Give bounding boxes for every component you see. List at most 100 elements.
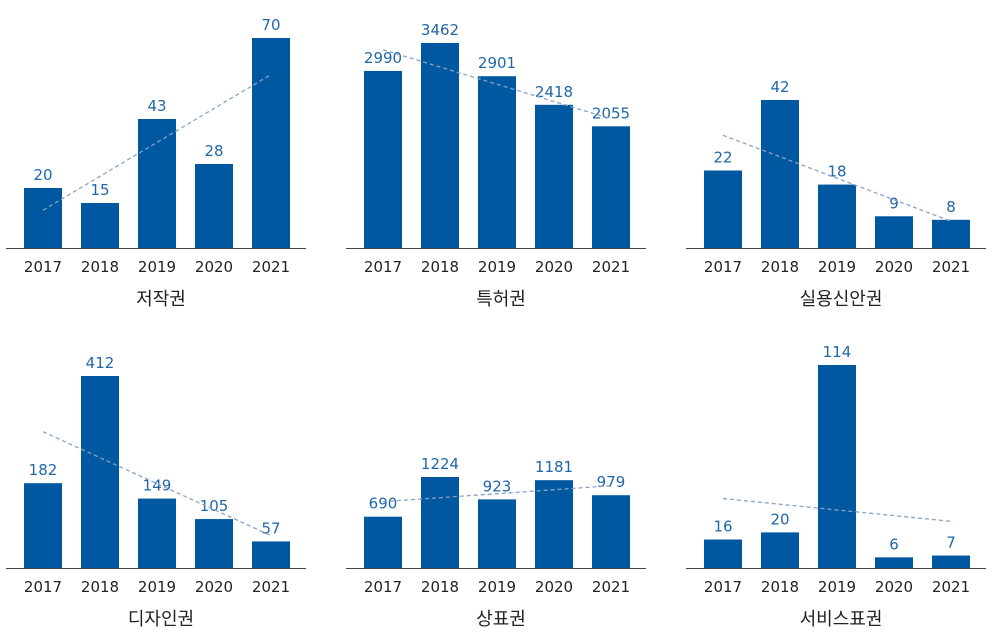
- chart-3-bar-2020: [875, 216, 913, 248]
- chart-3-value-label-2021: 8: [946, 198, 956, 216]
- chart-2-value-label-2017: 2990: [364, 49, 402, 67]
- chart-1-bar-2017: [24, 188, 62, 248]
- chart-5-bar-2020: [535, 480, 573, 568]
- chart-1-bar-2020: [195, 164, 233, 248]
- chart-6-bar-2018: [761, 532, 799, 568]
- chart-5-value-label-2018: 1224: [421, 455, 459, 473]
- chart-1-tick-label-2017: 2017: [24, 258, 62, 276]
- chart-5-tick-label-2019: 2019: [478, 578, 516, 596]
- chart-6-value-label-2020: 6: [889, 535, 899, 553]
- chart-2-title: 특허권: [476, 289, 526, 310]
- chart-3-value-label-2018: 42: [770, 78, 789, 96]
- chart-3-value-label-2020: 9: [889, 194, 899, 212]
- chart-6-tick-label-2020: 2020: [875, 578, 913, 596]
- chart-6-value-label-2018: 20: [770, 510, 789, 528]
- chart-4-tick-label-2018: 2018: [81, 578, 119, 596]
- chart-2-value-label-2021: 2055: [592, 104, 630, 122]
- chart-5-tick-label-2021: 2021: [592, 578, 630, 596]
- chart-2-bar-2021: [592, 126, 630, 248]
- chart-5-value-label-2019: 923: [483, 477, 512, 495]
- chart-5-value-label-2017: 690: [369, 495, 398, 513]
- chart-5-value-label-2021: 979: [597, 473, 626, 491]
- chart-4-tick-label-2019: 2019: [138, 578, 176, 596]
- chart-3-tick-label-2019: 2019: [818, 258, 856, 276]
- chart-5-bar-2017: [364, 516, 402, 568]
- chart-4-value-label-2020: 105: [200, 497, 229, 515]
- chart-1-bar-2019: [138, 119, 176, 248]
- chart-6-bar-2020: [875, 557, 913, 568]
- chart-3-title: 실용신안권: [800, 289, 883, 310]
- chart-4-value-label-2021: 57: [261, 519, 280, 537]
- chart-5-title: 상표권: [476, 609, 526, 630]
- chart-5-bar-2019: [478, 499, 516, 568]
- chart-2-bar-2017: [364, 70, 402, 249]
- chart-2-tick-label-2018: 2018: [421, 258, 459, 276]
- chart-3-tick-label-2018: 2018: [761, 258, 799, 276]
- chart-5-bar-2021: [592, 495, 630, 568]
- chart-4-bar-2018: [81, 376, 119, 568]
- chart-2-bar-2019: [478, 76, 516, 248]
- chart-6-trendline: [722, 497, 952, 522]
- chart-5-tick-label-2018: 2018: [421, 578, 459, 596]
- chart-4-tick-label-2017: 2017: [24, 578, 62, 596]
- chart-4-title: 디자인권: [128, 609, 194, 630]
- chart-5-trendline: [382, 485, 612, 503]
- chart-2-value-label-2019: 2901: [478, 54, 516, 72]
- chart-3-trendline: [722, 134, 952, 222]
- chart-1-value-label-2019: 43: [147, 97, 166, 115]
- chart-5-tick-label-2017: 2017: [364, 578, 402, 596]
- chart-6-tick-label-2017: 2017: [704, 578, 742, 596]
- chart-3-value-label-2019: 18: [827, 163, 846, 181]
- chart-2-value-label-2020: 2418: [535, 83, 573, 101]
- chart-6-bar-2017: [704, 539, 742, 568]
- chart-1-trendline: [42, 74, 272, 211]
- chart-1-tick-label-2019: 2019: [138, 258, 176, 276]
- chart-6-value-label-2019: 114: [823, 343, 852, 361]
- chart-4-tick-label-2020: 2020: [195, 578, 233, 596]
- chart-6-bar-2021: [932, 555, 970, 568]
- chart-2-value-label-2018: 3462: [421, 21, 459, 39]
- chart-6-tick-label-2019: 2019: [818, 578, 856, 596]
- chart-4-value-label-2018: 412: [86, 354, 115, 372]
- chart-1-value-label-2020: 28: [204, 142, 223, 160]
- chart-1-tick-label-2018: 2018: [81, 258, 119, 276]
- chart-2-tick-label-2020: 2020: [535, 258, 573, 276]
- chart-4-bar-2017: [24, 483, 62, 568]
- chart-4-bar-2021: [252, 541, 290, 568]
- chart-4-bar-2019: [138, 498, 176, 568]
- chart-6-bar-2019: [818, 365, 856, 568]
- chart-3-bar-2019: [818, 184, 856, 248]
- chart-3-bar-2021: [932, 219, 970, 248]
- chart-3-value-label-2017: 22: [713, 148, 732, 166]
- chart-6-value-label-2017: 16: [713, 518, 732, 536]
- chart-4-value-label-2019: 149: [143, 477, 172, 495]
- chart-1-value-label-2021: 70: [261, 16, 280, 34]
- chart-6-tick-label-2018: 2018: [761, 578, 799, 596]
- chart-3-tick-label-2021: 2021: [932, 258, 970, 276]
- chart-5-bar-2018: [421, 477, 459, 568]
- chart-4-value-label-2017: 182: [29, 461, 58, 479]
- chart-6-value-label-2021: 7: [946, 534, 956, 552]
- chart-3-tick-label-2017: 2017: [704, 258, 742, 276]
- chart-2-trendline: [382, 49, 612, 120]
- chart-6-tick-label-2021: 2021: [932, 578, 970, 596]
- chart-6-title: 서비스표권: [800, 609, 883, 630]
- chart-1-tick-label-2021: 2021: [252, 258, 290, 276]
- chart-3-tick-label-2020: 2020: [875, 258, 913, 276]
- chart-3-bar-2018: [761, 100, 799, 248]
- chart-1-value-label-2017: 20: [33, 166, 52, 184]
- chart-2-tick-label-2019: 2019: [478, 258, 516, 276]
- chart-2-bar-2018: [421, 43, 459, 248]
- chart-2-tick-label-2021: 2021: [592, 258, 630, 276]
- chart-2-bar-2020: [535, 104, 573, 248]
- chart-2-tick-label-2017: 2017: [364, 258, 402, 276]
- chart-1-tick-label-2020: 2020: [195, 258, 233, 276]
- chart-1-bar-2018: [81, 203, 119, 248]
- chart-3-bar-2017: [704, 170, 742, 248]
- chart-1-title: 저작권: [136, 289, 186, 310]
- chart-1-bar-2021: [252, 38, 290, 248]
- chart-5-tick-label-2020: 2020: [535, 578, 573, 596]
- chart-5-value-label-2020: 1181: [535, 458, 573, 476]
